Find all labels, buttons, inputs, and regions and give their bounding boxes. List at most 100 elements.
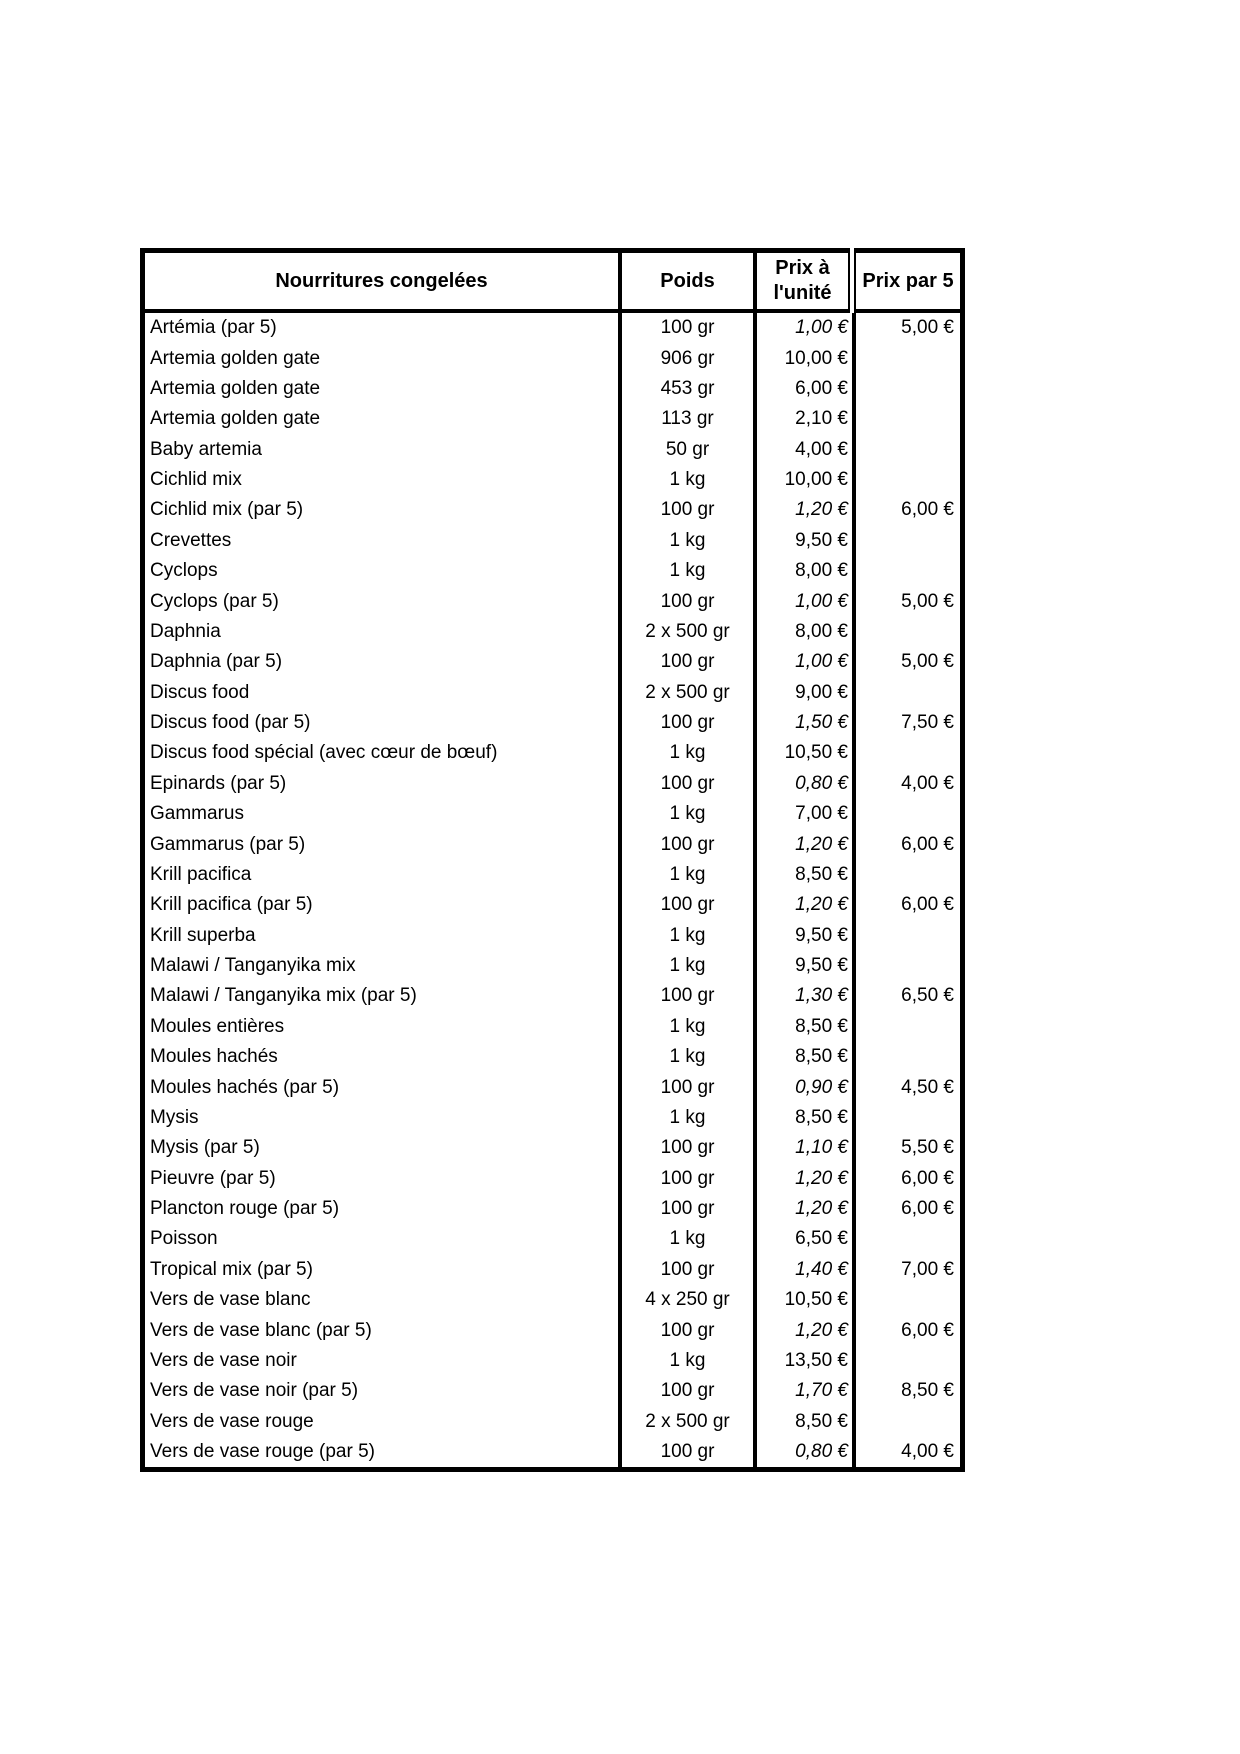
table-row: Vers de vase blanc (par 5) 100 gr 1,20 €6,…: [140, 1315, 965, 1346]
product-name: Gammarus (par 5): [140, 829, 618, 860]
table-row: Mysis (par 5) 100 gr 1,10 €5,50 €: [140, 1133, 965, 1164]
price-per-5: 6,50 €: [852, 981, 965, 1012]
table-row: Vers de vase rouge (par 5) 100 gr 0,80 €4,…: [140, 1436, 965, 1468]
product-name: Cichlid mix: [140, 464, 618, 496]
table-row: Gammarus 1 kg 7,00 €: [140, 799, 965, 830]
unit-price: 9,50 €: [753, 920, 852, 951]
product-name: Malawi / Tanganyika mix: [140, 950, 618, 982]
unit-price: 8,50 €: [753, 1042, 852, 1073]
price-per-5: 6,00 €: [852, 1163, 965, 1194]
product-name: Discus food spécial (avec cœur de bœuf): [140, 738, 618, 769]
table-row: Cichlid mix 1 kg 10,00 €: [140, 464, 965, 496]
unit-price: 4,00 €: [753, 434, 852, 465]
column-header-price-per-5: Prix par 5: [850, 248, 965, 313]
product-weight: 4 x 250 gr: [618, 1285, 753, 1316]
price-per-5: 5,00 €: [852, 313, 965, 344]
product-name: Vers de vase rouge: [140, 1406, 618, 1437]
price-per-5: 5,00 €: [852, 647, 965, 678]
product-name: Moules entières: [140, 1011, 618, 1042]
table-row: Artemia golden gate 453 gr 6,00 €: [140, 373, 965, 405]
unit-price: 8,00 €: [753, 556, 852, 587]
price-per-5: [852, 738, 965, 769]
price-per-5: 6,00 €: [852, 1193, 965, 1225]
product-weight: 1 kg: [618, 1042, 753, 1073]
unit-price: 1,10 €: [753, 1133, 852, 1164]
unit-price: 6,50 €: [753, 1224, 852, 1255]
table-row: Moules hachés 1 kg 8,50 €: [140, 1042, 965, 1073]
unit-price: 9,50 €: [753, 950, 852, 982]
product-name: Daphnia (par 5): [140, 647, 618, 678]
table-row: Tropical mix (par 5) 100 gr 1,40 €7,00 €: [140, 1254, 965, 1285]
product-name: Krill pacifica: [140, 859, 618, 891]
table-row: Cyclops (par 5) 100 gr 1,00 €5,00 €: [140, 586, 965, 617]
product-name: Vers de vase noir (par 5): [140, 1376, 618, 1407]
product-name: Cichlid mix (par 5): [140, 495, 618, 526]
product-weight: 100 gr: [618, 1315, 753, 1346]
price-per-5: 5,50 €: [852, 1133, 965, 1164]
product-weight: 100 gr: [618, 1133, 753, 1164]
price-per-5: [852, 1042, 965, 1073]
product-name: Artemia golden gate: [140, 373, 618, 405]
unit-price: 9,50 €: [753, 525, 852, 556]
product-weight: 1 kg: [618, 464, 753, 496]
unit-price: 8,00 €: [753, 616, 852, 648]
product-weight: 1 kg: [618, 950, 753, 982]
product-weight: 100 gr: [618, 313, 753, 344]
product-name: Moules hachés (par 5): [140, 1072, 618, 1103]
price-per-5: 8,50 €: [852, 1376, 965, 1407]
price-per-5: [852, 1224, 965, 1255]
product-name: Artemia golden gate: [140, 404, 618, 435]
product-weight: 100 gr: [618, 586, 753, 617]
table-row: Crevettes 1 kg 9,50 €: [140, 525, 965, 556]
unit-price: 8,50 €: [753, 859, 852, 891]
unit-price: 7,00 €: [753, 799, 852, 830]
product-weight: 1 kg: [618, 799, 753, 830]
product-weight: 906 gr: [618, 343, 753, 374]
table-row: Epinards (par 5) 100 gr 0,80 €4,00 €: [140, 768, 965, 799]
unit-price: 1,70 €: [753, 1376, 852, 1407]
table-row: Artemia golden gate 906 gr 10,00 €: [140, 343, 965, 374]
price-per-5: 7,50 €: [852, 707, 965, 739]
unit-price: 1,00 €: [753, 313, 852, 344]
product-name: Baby artemia: [140, 434, 618, 465]
product-weight: 100 gr: [618, 1163, 753, 1194]
table-header-row: Nourritures congelées Poids Prix à l'uni…: [140, 248, 965, 313]
product-weight: 100 gr: [618, 647, 753, 678]
column-header-products: Nourritures congelées: [140, 248, 618, 313]
table-row: Krill superba 1 kg 9,50 €: [140, 920, 965, 951]
product-name: Artémia (par 5): [140, 313, 618, 344]
unit-price: 1,50 €: [753, 707, 852, 739]
table-row: Vers de vase rouge 2 x 500 gr 8,50 €: [140, 1406, 965, 1437]
price-per-5: [852, 373, 965, 405]
unit-price: 10,50 €: [753, 738, 852, 769]
table-row: Discus food (par 5) 100 gr 1,50 €7,50 €: [140, 707, 965, 739]
product-name: Moules hachés: [140, 1042, 618, 1073]
price-per-5: 7,00 €: [852, 1254, 965, 1285]
product-weight: 453 gr: [618, 373, 753, 405]
product-weight: 1 kg: [618, 1102, 753, 1134]
unit-price: 10,00 €: [753, 343, 852, 374]
unit-price: 9,00 €: [753, 677, 852, 708]
product-weight: 100 gr: [618, 707, 753, 739]
unit-price: 1,00 €: [753, 586, 852, 617]
price-per-5: [852, 859, 965, 891]
product-name: Krill pacifica (par 5): [140, 890, 618, 921]
unit-price: 6,00 €: [753, 373, 852, 405]
product-name: Malawi / Tanganyika mix (par 5): [140, 981, 618, 1012]
price-per-5: 4,00 €: [852, 1436, 965, 1468]
product-name: Cyclops: [140, 556, 618, 587]
price-per-5: [852, 677, 965, 708]
product-weight: 1 kg: [618, 1224, 753, 1255]
product-weight: 2 x 500 gr: [618, 616, 753, 648]
unit-price: 8,50 €: [753, 1406, 852, 1437]
unit-price: 1,40 €: [753, 1254, 852, 1285]
product-name: Vers de vase noir: [140, 1345, 618, 1377]
price-per-5: [852, 1285, 965, 1316]
price-per-5: [852, 616, 965, 648]
table-row: Artémia (par 5) 100 gr 1,00 €5,00 €: [140, 313, 965, 344]
product-name: Tropical mix (par 5): [140, 1254, 618, 1285]
unit-price: 10,00 €: [753, 464, 852, 496]
product-name: Krill superba: [140, 920, 618, 951]
unit-price: 1,20 €: [753, 829, 852, 860]
